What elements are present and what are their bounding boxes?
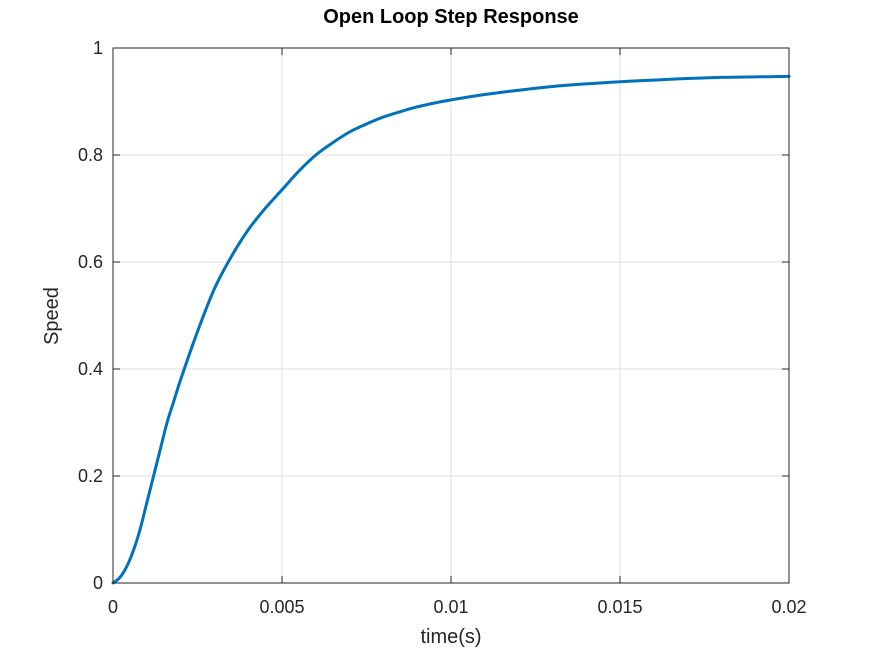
y-tick-label: 1 <box>93 38 103 58</box>
x-tick-label: 0.01 <box>433 597 468 617</box>
y-tick-labels: 0 0.2 0.4 0.6 0.8 1 <box>78 38 103 593</box>
x-tick-label: 0.02 <box>771 597 806 617</box>
x-tick-label: 0.005 <box>259 597 304 617</box>
x-axis-label: time(s) <box>420 626 481 648</box>
grid-lines <box>113 48 789 583</box>
chart-title: Open Loop Step Response <box>323 6 579 28</box>
y-tick-label: 0.2 <box>78 466 103 486</box>
series-layer <box>111 74 791 585</box>
y-axis-label: Speed <box>41 287 63 345</box>
x-tick-label: 0.015 <box>597 597 642 617</box>
y-tick-label: 0.6 <box>78 252 103 272</box>
y-tick-label: 0 <box>93 573 103 593</box>
x-tick-label: 0 <box>108 597 118 617</box>
tick-marks <box>112 47 790 584</box>
y-tick-label: 0.8 <box>78 145 103 165</box>
y-tick-label: 0.4 <box>78 359 103 379</box>
series-line <box>111 74 791 585</box>
x-tick-labels: 0 0.005 0.01 0.015 0.02 <box>108 597 807 617</box>
